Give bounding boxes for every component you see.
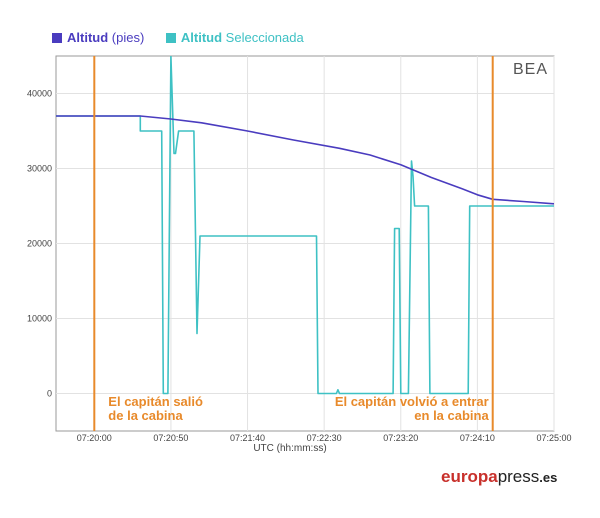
x-tick-label: 07:25:00 [536, 433, 571, 443]
x-tick-label: 07:24:10 [460, 433, 495, 443]
series-altitud-line [56, 115, 554, 205]
marker-label-2-line-1: El capitán volvió a entrar [335, 394, 489, 409]
chart-legend: Altitud (pies) Altitud Seleccionada [52, 30, 322, 45]
source-credit: europapress.es [441, 467, 557, 487]
legend-label-altitud-rest: (pies) [108, 30, 145, 45]
y-tick-label: 30000 [27, 164, 52, 174]
marker-label-1-line-1: El capitán salió [108, 394, 203, 409]
series-altitud-seleccionada-line [56, 56, 554, 395]
y-tick-label: 0 [47, 389, 52, 399]
legend-item-altitud-seleccionada: Altitud Seleccionada [165, 30, 304, 45]
y-tick-label: 20000 [27, 239, 52, 249]
marker-label-2-line-2: en la cabina [414, 408, 489, 423]
legend-label-altitud-bold: Altitud [67, 30, 109, 45]
legend-item-altitud: Altitud (pies) [52, 30, 144, 45]
bea-watermark: BEA [513, 61, 548, 78]
credit-brand-rest: press [497, 467, 540, 486]
legend-swatch-seleccionada [165, 33, 176, 43]
x-axis-title: UTC (hh:mm:ss) [253, 443, 326, 454]
x-tick-label: 07:20:00 [77, 433, 112, 443]
legend-label-seleccionada-bold: Altitud [180, 30, 223, 45]
credit-tld: .es [539, 470, 558, 485]
y-tick-label: 10000 [27, 314, 52, 324]
x-tick-label: 07:22:30 [307, 433, 342, 443]
x-tick-label: 07:21:40 [230, 433, 265, 443]
credit-brand: europa [441, 467, 498, 486]
legend-label-seleccionada-rest: Seleccionada [222, 30, 304, 45]
legend-swatch-altitud [52, 33, 62, 43]
y-tick-label: 40000 [27, 89, 52, 99]
x-tick-label: 07:20:50 [153, 433, 188, 443]
marker-label-1-line-2: de la cabina [108, 408, 183, 423]
x-tick-label: 07:23:20 [383, 433, 418, 443]
